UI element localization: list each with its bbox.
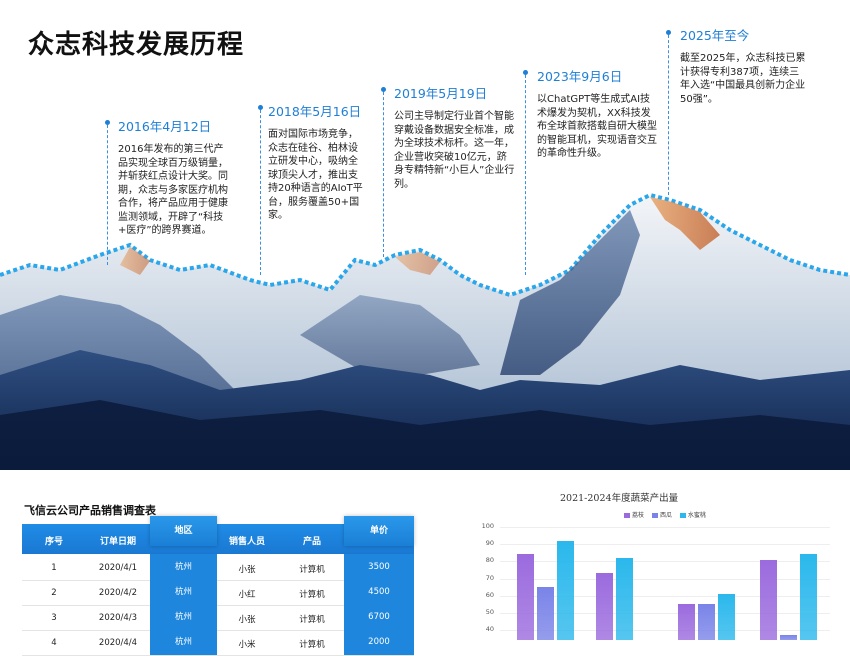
table-cell-price: 4500: [344, 579, 414, 605]
timeline-dot-3: [381, 87, 386, 92]
bar-2021-series-1: [537, 587, 554, 640]
table-cell: 小张: [238, 615, 256, 625]
table-cell-region: 杭州: [150, 554, 217, 580]
bar-chart: 100 90 80 70 60 50 40: [481, 522, 830, 640]
timeline-text: 公司主导制定行业首个智能穿戴设备数据安全标准，成为全球技术标杆。这一年，企业营收…: [394, 111, 515, 190]
grid-line: [500, 612, 830, 614]
bar-2023-series-2: [718, 593, 735, 640]
timeline-text: 以ChatGPT等生成式AI技术爆发为契机，XX科技发布全球首款搭载自研大模型的…: [537, 94, 657, 159]
grid-line: [500, 595, 830, 597]
timeline-stem-5: [668, 35, 669, 195]
timeline-text: 截至2025年，众志科技已累计获得专利387项，连续三年入选“中国最具创新力企业…: [680, 53, 806, 105]
timeline-date: 2016年4月12日: [118, 119, 212, 134]
timeline-dot-5: [666, 30, 671, 35]
bar-2024-series-2: [800, 554, 817, 640]
table-cell: 3: [51, 613, 57, 623]
timeline-text: 2016年发布的第三代产品实现全球百万级销量，并斩获红点设计大奖。同期，众志与多…: [118, 144, 228, 236]
header-staff: 销售人员: [228, 537, 265, 547]
bar-2023-series-1: [698, 604, 715, 640]
legend-item-lychee: 荔枝: [624, 512, 644, 519]
timeline-entry-2025: 2025年至今 截至2025年，众志科技已累计获得专利387项，连续三年入选“中…: [680, 25, 808, 106]
grid-line: [500, 561, 830, 563]
timeline-entry-2019: 2019年5月19日 公司主导制定行业首个智能穿戴设备数据安全标准，成为全球技术…: [394, 83, 516, 191]
timeline-dot-4: [523, 70, 528, 75]
bar-2021-series-2: [557, 540, 574, 640]
table-cell: 2020/4/1: [98, 563, 138, 573]
grid-line: [500, 544, 830, 546]
table-cell: 2020/4/2: [98, 588, 138, 598]
table-title: 飞信云公司产品销售调查表: [24, 504, 156, 517]
table-cell-price: 6700: [344, 604, 414, 630]
grid-line: [500, 630, 830, 631]
timeline-date: 2025年至今: [680, 28, 750, 43]
timeline-date: 2018年5月16日: [268, 104, 362, 119]
table-cell: 1: [51, 563, 57, 573]
table-cell: 2020/4/3: [98, 613, 138, 623]
y-tick-label: 100: [481, 522, 494, 530]
table-cell: 4: [51, 638, 57, 648]
table-cell: 小米: [238, 640, 256, 650]
header-region: 地区: [150, 516, 217, 546]
timeline-stem-2: [260, 110, 261, 275]
timeline-date: 2023年9月6日: [537, 69, 623, 84]
table-cell: 计算机: [299, 615, 325, 625]
y-tick-label: 60: [485, 590, 494, 599]
mountain-illustration: [0, 192, 850, 470]
bar-2024-series-1: [780, 635, 797, 640]
table-row: 3 2020/4/3 小张 计算机 杭州 6700: [22, 604, 414, 631]
chart-legend: 荔枝 西瓜 水蜜桃: [624, 510, 706, 519]
bar-2022-series-2: [616, 557, 633, 640]
timeline-stem-3: [383, 92, 384, 257]
table-row: 1 2020/4/1 小张 计算机 杭州 3500: [22, 554, 414, 581]
table-cell: 小张: [238, 565, 256, 575]
grid-line: [500, 527, 830, 528]
legend-item-watermelon: 西瓜: [651, 512, 672, 519]
table-cell: 计算机: [299, 640, 325, 650]
legend-item-peach: 水蜜桃: [679, 512, 706, 519]
timeline-entry-2018: 2018年5月16日 面对国际市场竞争，众志在硅谷、柏林设立研发中心，吸纳全球顶…: [268, 101, 363, 223]
bar-2021-series-0: [517, 554, 534, 640]
table-cell: 2020/4/4: [98, 638, 138, 648]
timeline-dot-1: [105, 120, 110, 125]
table-cell: 计算机: [299, 565, 325, 575]
table-cell-region: 杭州: [150, 579, 217, 605]
page-title: 众志科技发展历程: [28, 30, 245, 60]
y-tick-label: 90: [485, 539, 494, 548]
bar-2023-series-0: [678, 604, 695, 640]
y-tick-label: 50: [485, 607, 494, 616]
header-product: 产品: [302, 537, 321, 547]
bar-2024-series-0: [760, 559, 777, 640]
table-row: 2 2020/4/2 小红 计算机 杭州 4500: [22, 579, 414, 606]
table-cell: 小红: [238, 590, 256, 600]
bar-2022-series-0: [596, 573, 613, 640]
timeline-stem-4: [525, 75, 526, 275]
header-date: 订单日期: [99, 537, 136, 547]
header-price: 单价: [344, 516, 414, 546]
timeline-date: 2019年5月19日: [394, 86, 488, 101]
timeline-text: 面对国际市场竞争，众志在硅谷、柏林设立研发中心，吸纳全球顶尖人才，推出支持20种…: [268, 129, 363, 221]
y-tick-label: 70: [485, 573, 494, 582]
y-tick-label: 80: [485, 556, 494, 565]
grid-line: [500, 578, 830, 580]
table-cell: 2: [51, 588, 57, 598]
timeline-entry-2023: 2023年9月6日 以ChatGPT等生成式AI技术爆发为契机，XX科技发布全球…: [537, 66, 657, 161]
timeline-dot-2: [258, 105, 263, 110]
timeline-entry-2016: 2016年4月12日 2016年发布的第三代产品实现全球百万级销量，并斩获红点设…: [118, 116, 228, 238]
chart-title: 2021-2024年度蔬菜产出量: [560, 493, 679, 504]
header-seq: 序号: [44, 537, 63, 547]
table-cell: 计算机: [299, 590, 325, 600]
table-cell-region: 杭州: [150, 604, 217, 630]
timeline-stem-1: [107, 125, 108, 265]
y-tick-label: 40: [485, 625, 494, 633]
table-cell-price: 3500: [344, 554, 414, 580]
